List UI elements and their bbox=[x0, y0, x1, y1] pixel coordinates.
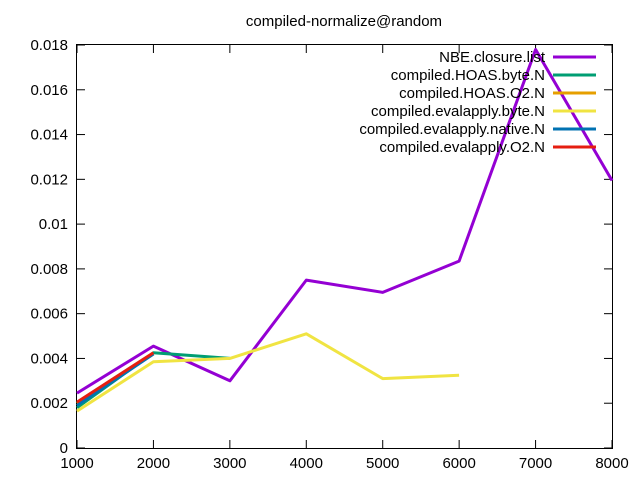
x-tick-label: 6000 bbox=[442, 455, 475, 472]
y-tick-label: 0.006 bbox=[30, 306, 68, 323]
x-tick-label: 4000 bbox=[290, 455, 323, 472]
x-tick-label: 2000 bbox=[137, 455, 170, 472]
y-tick-label: 0.016 bbox=[30, 82, 68, 99]
legend-label: compiled.HOAS.O2.N bbox=[399, 85, 545, 102]
y-axis: 0 0.002 0.004 0.006 0.008 0.01 0.012 0.014 0.016… bbox=[30, 37, 612, 457]
y-tick-label: 0 bbox=[60, 440, 68, 457]
plot-frame bbox=[76, 44, 613, 449]
y-tick-label: 0.008 bbox=[30, 261, 68, 278]
x-tick-label: 8000 bbox=[595, 455, 628, 472]
series-line-compiled-evalapply-byte-n bbox=[76, 332, 460, 413]
y-tick-label: 0.01 bbox=[39, 216, 68, 233]
legend-label: compiled.evalapply.O2.N bbox=[379, 139, 545, 156]
y-tick-label: 0.004 bbox=[30, 350, 68, 367]
chart-title: compiled-normalize@random bbox=[246, 13, 442, 30]
x-tick-label: 1000 bbox=[60, 455, 93, 472]
legend-label: NBE.closure.list bbox=[439, 49, 546, 66]
y-tick-label: 0.012 bbox=[30, 171, 68, 188]
y-tick-label: 0.002 bbox=[30, 395, 68, 412]
legend-label: compiled.evalapply.byte.N bbox=[371, 103, 545, 120]
x-axis: 1000 2000 3000 4000 5000 6000 7000 8000 bbox=[60, 45, 629, 472]
series-line-nbe-closure-list bbox=[76, 48, 614, 395]
legend-label: compiled.evalapply.native.N bbox=[359, 121, 545, 138]
y-tick-label: 0.014 bbox=[30, 127, 68, 144]
x-tick-label: 3000 bbox=[213, 455, 246, 472]
series-line-compiled-evalapply-o2-n bbox=[76, 351, 155, 404]
x-tick-label: 7000 bbox=[519, 455, 552, 472]
legend-label: compiled.HOAS.byte.N bbox=[391, 67, 545, 84]
y-tick-label: 0.018 bbox=[30, 37, 68, 54]
series-layer bbox=[76, 48, 614, 413]
legend: NBE.closure.listcompiled.HOAS.byte.Ncomp… bbox=[359, 49, 596, 156]
x-tick-label: 5000 bbox=[366, 455, 399, 472]
